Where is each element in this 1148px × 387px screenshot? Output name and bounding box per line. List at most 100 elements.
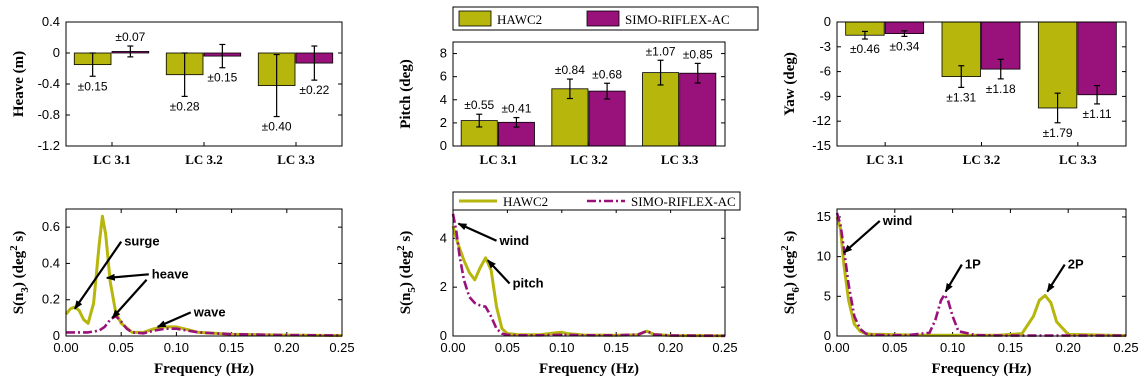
y-axis-label-part: s) bbox=[398, 231, 414, 246]
spectrum-panel-4: 0 0.2 0.4 0.6 0.00 0.05 0.10 0.15 0.20 0.25 surge h… bbox=[8, 208, 355, 377]
y-axis-label-part: S(n bbox=[782, 292, 798, 314]
y-tick-label: 2 bbox=[440, 279, 447, 294]
y-axis-label-part: ) (deg bbox=[11, 250, 27, 287]
error-label: ±1.79 bbox=[1043, 126, 1073, 140]
x-axis-label: Frequency (Hz) bbox=[931, 361, 1031, 377]
category-label: LC 3.2 bbox=[963, 152, 1001, 167]
y-tick-label: 15 bbox=[817, 209, 831, 224]
y-axis-label-part: 6 bbox=[790, 287, 802, 293]
legend-bottom: HAWC2 SIMO-RIFLEX-AC bbox=[452, 191, 741, 211]
y-tick-label: 0.6 bbox=[42, 219, 60, 234]
category-label: LC 3.1 bbox=[480, 152, 518, 167]
legend-frame bbox=[452, 191, 741, 211]
x-tick-label: 0.25 bbox=[712, 340, 737, 355]
y-tick-label: -1.2 bbox=[38, 138, 60, 153]
x-tick-label: 0.15 bbox=[604, 340, 629, 355]
annotation-arrow bbox=[105, 273, 149, 281]
error-label: ±1.07 bbox=[646, 44, 676, 58]
y-tick-label: 10 bbox=[817, 249, 831, 264]
y-tick-label: 0 bbox=[53, 45, 60, 60]
category-label: LC 3.2 bbox=[570, 152, 608, 167]
y-tick-label: -15 bbox=[812, 138, 831, 153]
y-axis-label-part: 2 bbox=[8, 245, 20, 251]
legend-swatch-simo bbox=[586, 10, 620, 27]
y-axis-label: S(n5) (deg2 s) bbox=[395, 231, 418, 315]
y-axis-label-part: s) bbox=[782, 231, 798, 246]
annotation-arrow bbox=[73, 241, 123, 310]
y-axis-label: S(n3) (deg2 s) bbox=[8, 231, 31, 315]
bar-panel-3: -15 -12 -9 -6 -3 0 LC 3.1 ±0.46 ±0.34 LC 3.2 ±1.31… bbox=[782, 14, 1127, 167]
y-tick-label: 4 bbox=[440, 92, 447, 107]
legend-label-hawc2: HAWC2 bbox=[503, 194, 548, 209]
series-line-hawc2 bbox=[835, 216, 1127, 338]
category-label: LC 3.2 bbox=[185, 152, 223, 167]
x-tick-label: 0.10 bbox=[164, 340, 189, 355]
y-tick-label: -0.4 bbox=[38, 76, 60, 91]
x-tick-label: 0.05 bbox=[882, 340, 907, 355]
annotation-label: wind bbox=[882, 213, 913, 228]
category-label: LC 3.3 bbox=[1059, 152, 1097, 167]
x-tick-label: 0.10 bbox=[940, 340, 965, 355]
error-label: ±0.68 bbox=[592, 67, 622, 81]
y-tick-label: 0 bbox=[440, 138, 447, 153]
y-tick-label: -12 bbox=[812, 113, 831, 128]
y-tick-label: 4 bbox=[440, 230, 447, 245]
series-line-simo-riflex-ac bbox=[451, 213, 726, 338]
y-tick-label: 2 bbox=[440, 115, 447, 130]
y-axis-label: Pitch (deg) bbox=[398, 59, 414, 129]
annotation-label: 2P bbox=[1068, 257, 1084, 272]
x-axis-label: Frequency (Hz) bbox=[154, 361, 254, 377]
error-label: ±0.85 bbox=[683, 47, 713, 61]
annotation-label: wind bbox=[499, 233, 530, 248]
y-axis-label: Yaw (deg) bbox=[782, 52, 798, 116]
y-axis-label: S(n6) (deg2 s) bbox=[779, 231, 802, 315]
x-tick-label: 0.25 bbox=[1113, 340, 1138, 355]
bar-panel-frame bbox=[452, 41, 726, 147]
error-label: ±0.15 bbox=[78, 79, 108, 93]
series-line-hawc2 bbox=[451, 225, 726, 338]
bar-panel-frame bbox=[65, 21, 343, 147]
annotation-arrow bbox=[111, 279, 148, 319]
y-tick-label: -6 bbox=[819, 64, 831, 79]
y-axis-label-part: 5 bbox=[406, 287, 418, 293]
y-axis-label-part: 2 bbox=[395, 245, 407, 251]
error-label: ±0.07 bbox=[115, 30, 145, 44]
category-label: LC 3.3 bbox=[277, 152, 315, 167]
x-tick-label: 0.20 bbox=[274, 340, 299, 355]
category-label: LC 3.3 bbox=[661, 152, 699, 167]
y-tick-label: 8 bbox=[440, 46, 447, 61]
y-tick-label: 5 bbox=[824, 288, 831, 303]
error-label: ±0.28 bbox=[170, 99, 200, 113]
error-label: ±0.15 bbox=[207, 71, 237, 85]
legend-label-simo: SIMO-RIFLEX-AC bbox=[625, 12, 730, 27]
annotation-arrow bbox=[1046, 263, 1066, 293]
error-label: ±1.31 bbox=[946, 90, 976, 104]
legend-top: HAWC2 SIMO-RIFLEX-AC bbox=[452, 6, 759, 31]
annotation-label: wave bbox=[193, 304, 226, 319]
x-tick-label: 0.25 bbox=[329, 340, 354, 355]
spectrum-panel-6: 0 5 10 15 0.00 0.05 0.10 0.15 0.20 0.25 wind 1P 2P Fr… bbox=[779, 208, 1139, 377]
y-tick-label: 0 bbox=[824, 14, 831, 29]
y-tick-label: 0 bbox=[824, 328, 831, 343]
spectrum-panel-frame bbox=[452, 208, 726, 337]
y-tick-label: -9 bbox=[819, 88, 831, 103]
spectrum-panel-frame bbox=[836, 208, 1127, 337]
bar-panel-frame bbox=[836, 21, 1127, 147]
y-axis-label-part: 2 bbox=[779, 245, 791, 251]
error-label: ±0.22 bbox=[299, 83, 329, 97]
x-axis-label: Frequency (Hz) bbox=[539, 361, 639, 377]
annotation-arrow bbox=[457, 222, 497, 242]
annotation-arrow bbox=[843, 220, 881, 254]
series-line-simo-riflex-ac bbox=[835, 212, 1126, 337]
category-label: LC 3.1 bbox=[93, 152, 131, 167]
error-label: ±1.18 bbox=[986, 82, 1016, 96]
y-tick-label: -0.8 bbox=[38, 107, 60, 122]
bar-panel-2: 0 2 4 6 8 LC 3.1 ±0.55 ±0.41 LC 3.2 ±0.84 ±0.68 LC … bbox=[398, 41, 726, 167]
y-axis-label-part: S(n bbox=[398, 292, 414, 314]
y-axis-label-part: S(n bbox=[11, 292, 27, 314]
annotation-arrow bbox=[944, 263, 963, 293]
y-tick-label: -3 bbox=[819, 39, 831, 54]
annotation-arrow bbox=[487, 259, 511, 285]
annotation-label: 1P bbox=[965, 257, 981, 272]
y-tick-label: 6 bbox=[440, 69, 447, 84]
